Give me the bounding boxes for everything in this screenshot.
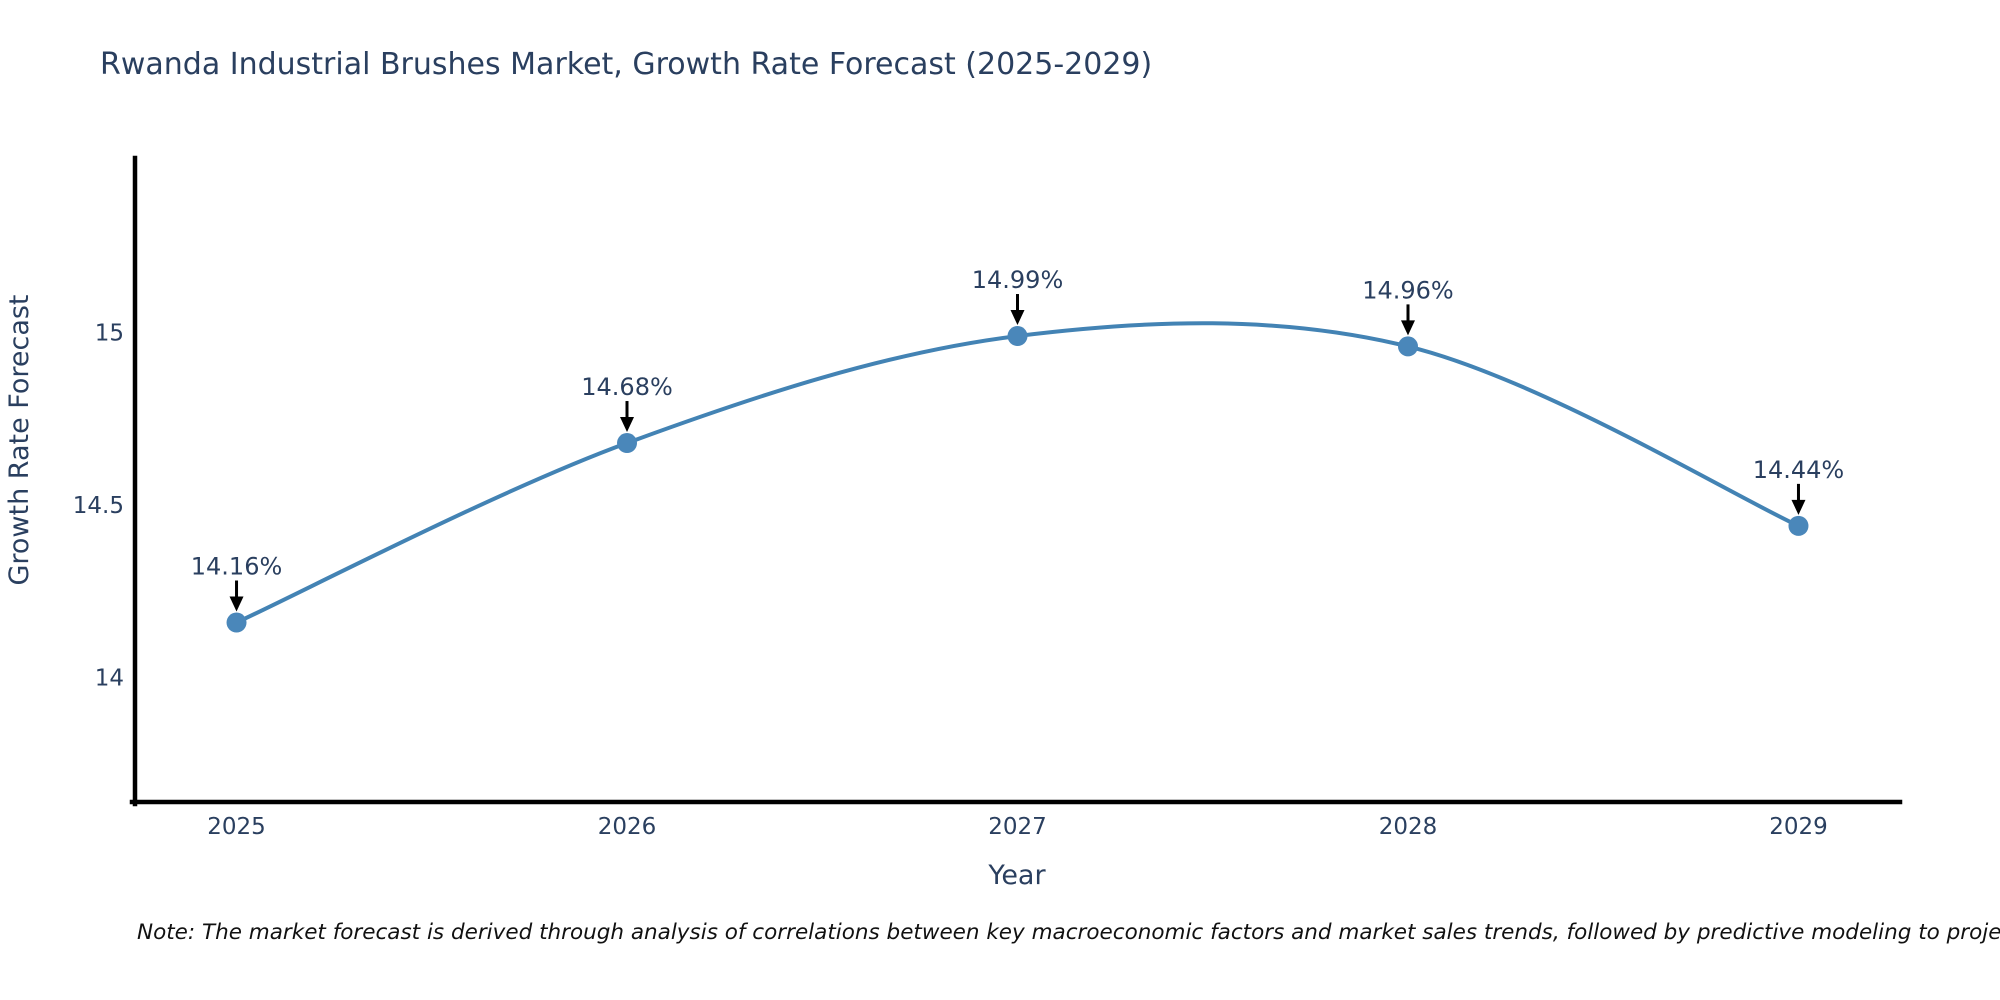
y-axis-tick-labels: 14 14.5 15: [73, 321, 124, 692]
data-point-label: 14.99%: [972, 266, 1064, 294]
point-annotations: 14.16% 14.68% 14.99% 14.96% 14.44%: [191, 266, 1845, 612]
data-point-marker: [617, 433, 638, 454]
annotation-arrowhead: [1400, 320, 1415, 336]
data-point-label: 14.16%: [191, 553, 283, 581]
y-tick-label: 14: [95, 666, 124, 692]
data-point-label: 14.44%: [1753, 456, 1845, 484]
annotation-arrowhead: [1010, 310, 1025, 326]
data-point-marker: [1397, 336, 1418, 357]
data-point-marker: [1007, 326, 1028, 347]
data-point-label: 14.68%: [581, 373, 673, 401]
y-tick-label: 14.5: [73, 493, 124, 519]
x-tick-label: 2027: [988, 814, 1047, 840]
data-point-marker: [1788, 515, 1809, 536]
chart-title: Rwanda Industrial Brushes Market, Growth…: [100, 47, 1153, 82]
x-axis-tick-labels: 2025 2026 2027 2028 2029: [207, 814, 1827, 840]
chart-note: Note: The market forecast is derived thr…: [137, 920, 2000, 945]
data-point-marker: [226, 612, 247, 633]
forecast-line: [234, 321, 1801, 625]
annotation-arrowhead: [229, 596, 244, 612]
x-tick-label: 2028: [1379, 814, 1438, 840]
y-tick-label: 15: [95, 321, 124, 347]
x-tick-label: 2029: [1769, 814, 1828, 840]
x-axis-title: Year: [987, 860, 1046, 891]
x-tick-label: 2026: [598, 814, 657, 840]
data-points: [226, 326, 1809, 633]
data-point-label: 14.96%: [1362, 276, 1454, 304]
y-axis-title: Growth Rate Forecast: [4, 294, 35, 585]
annotation-arrowhead: [1791, 499, 1806, 515]
x-tick-label: 2025: [207, 814, 266, 840]
annotation-arrowhead: [620, 417, 635, 433]
